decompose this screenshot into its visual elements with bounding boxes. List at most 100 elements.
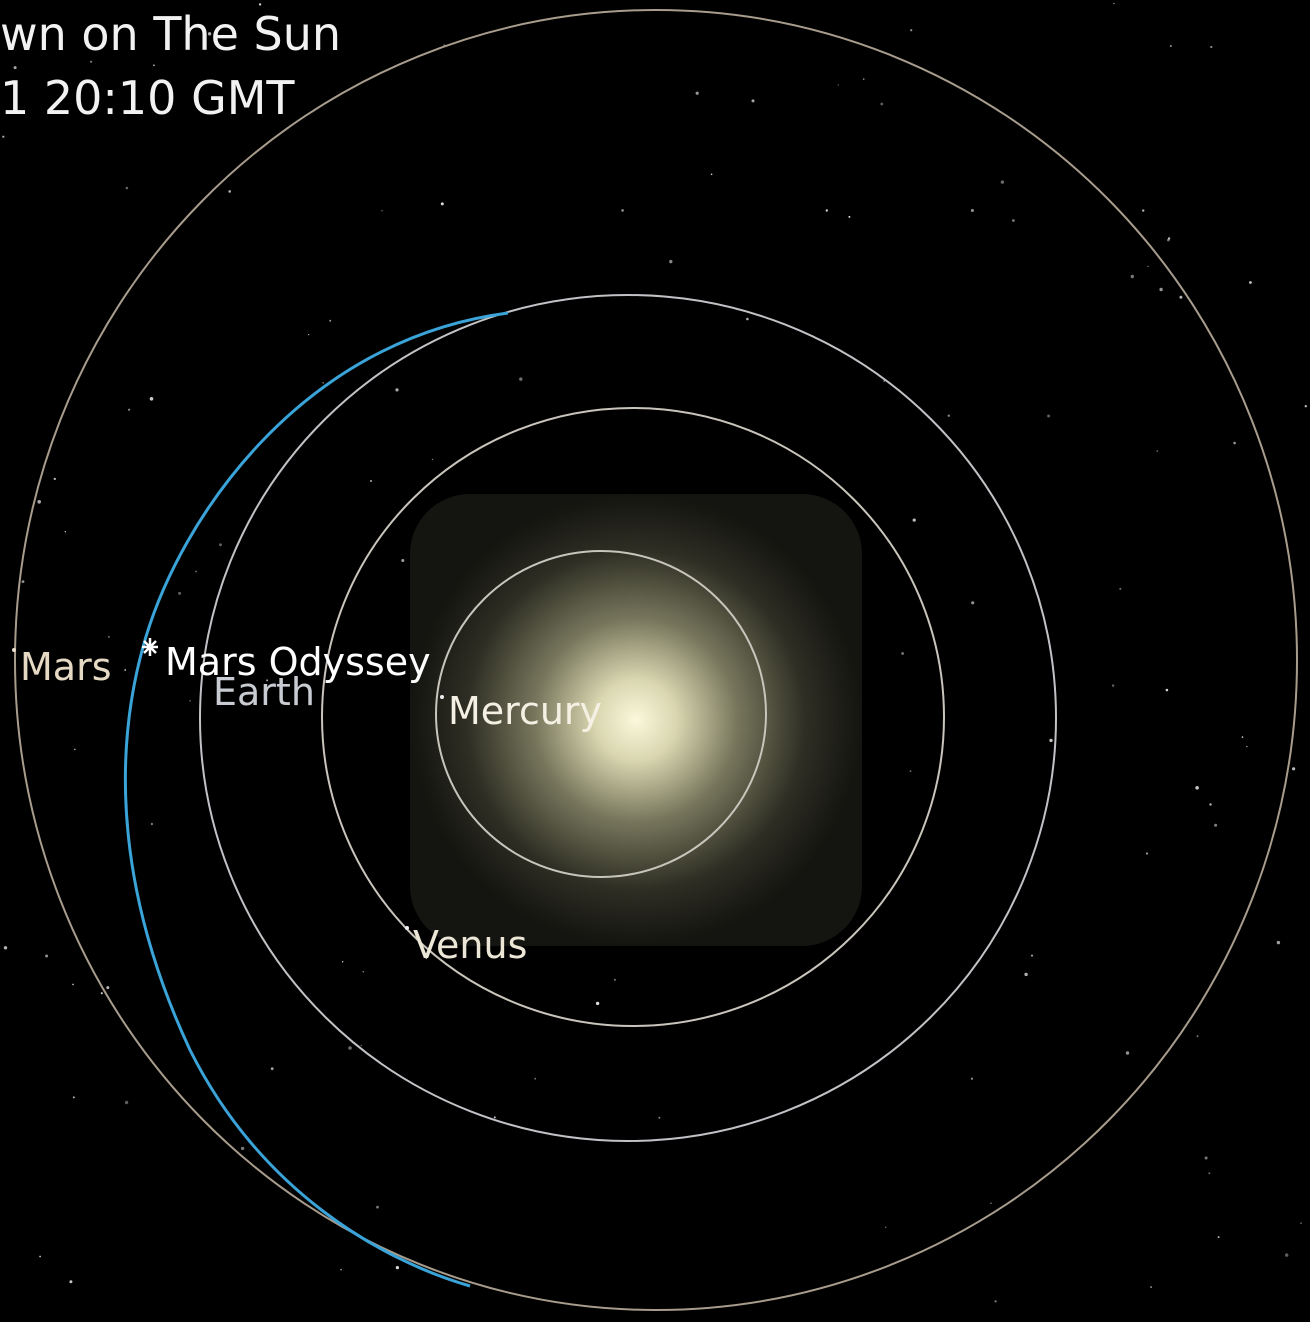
star	[880, 103, 883, 106]
star	[1305, 405, 1307, 407]
star	[106, 986, 109, 989]
star	[178, 592, 181, 595]
star	[73, 1096, 75, 1098]
star	[69, 1280, 72, 1283]
star	[1142, 209, 1144, 211]
star	[1218, 1236, 1220, 1238]
star	[189, 700, 190, 701]
star	[37, 500, 41, 504]
star	[910, 770, 912, 772]
star	[90, 61, 92, 63]
mercury-marker	[440, 695, 444, 699]
star	[669, 260, 672, 263]
star	[1197, 1035, 1199, 1037]
star	[126, 187, 129, 190]
star	[2, 136, 4, 138]
star	[65, 531, 66, 532]
star	[14, 66, 17, 69]
star	[195, 571, 197, 573]
star	[910, 29, 912, 31]
planet-label: Earth	[213, 670, 315, 714]
star	[990, 1203, 991, 1204]
star	[72, 984, 74, 986]
star	[125, 1101, 128, 1104]
star	[322, 382, 324, 384]
star	[1147, 266, 1148, 267]
star	[1156, 450, 1158, 452]
star	[746, 318, 749, 321]
title-line: wn on The Sun	[0, 7, 341, 61]
planet-label: Mercury	[448, 689, 602, 733]
star	[45, 955, 48, 958]
star	[370, 480, 372, 482]
star	[153, 64, 155, 66]
star	[1024, 973, 1027, 976]
star	[885, 1227, 886, 1228]
star	[1131, 275, 1134, 278]
star	[219, 543, 222, 546]
star	[1126, 1051, 1129, 1054]
star	[1208, 1172, 1210, 1174]
star	[1049, 739, 1052, 742]
star	[101, 992, 103, 994]
star	[1249, 281, 1252, 284]
star	[1214, 824, 1217, 827]
star	[711, 174, 713, 176]
star	[340, 1269, 342, 1271]
star	[342, 961, 343, 962]
star	[1119, 588, 1121, 590]
star	[1277, 941, 1280, 944]
star	[1166, 689, 1169, 692]
star	[1195, 786, 1199, 790]
star	[108, 636, 110, 638]
star	[329, 320, 331, 322]
star	[241, 1147, 244, 1150]
star	[1246, 746, 1247, 747]
star	[838, 84, 839, 85]
star	[1210, 46, 1212, 48]
star	[971, 209, 974, 212]
star	[22, 580, 25, 583]
star	[913, 519, 916, 522]
star	[658, 1117, 660, 1119]
star	[1292, 767, 1295, 770]
star	[124, 669, 126, 671]
star	[519, 377, 522, 380]
star	[1179, 296, 1182, 299]
star	[381, 210, 382, 211]
star	[259, 3, 261, 5]
star	[826, 209, 828, 211]
star	[995, 1300, 997, 1302]
star	[361, 1045, 362, 1046]
star	[1001, 180, 1004, 183]
star	[752, 99, 755, 102]
star	[39, 1256, 41, 1258]
star	[441, 202, 444, 205]
mars-marker	[12, 648, 16, 652]
star	[971, 601, 974, 604]
star	[1159, 288, 1162, 291]
star	[395, 388, 398, 391]
star	[901, 652, 904, 655]
star	[228, 190, 231, 193]
venus-marker	[405, 926, 409, 930]
star	[1170, 45, 1172, 47]
title-line: 1 20:10 GMT	[0, 71, 295, 125]
star	[614, 979, 616, 981]
star	[1285, 1253, 1288, 1256]
star	[1146, 852, 1148, 854]
star	[271, 1067, 274, 1070]
page: wn on The Sun 1 20:10 GMT Mars Mars Odys…	[0, 0, 1310, 1322]
star	[1113, 3, 1115, 5]
star	[494, 1116, 496, 1118]
star	[1168, 237, 1170, 239]
star	[863, 78, 865, 80]
star	[396, 1266, 399, 1269]
star	[696, 92, 699, 95]
star	[74, 749, 76, 751]
star	[1012, 219, 1015, 222]
star	[1031, 955, 1033, 957]
star	[534, 1078, 536, 1080]
star	[1112, 684, 1114, 686]
star	[128, 409, 130, 411]
